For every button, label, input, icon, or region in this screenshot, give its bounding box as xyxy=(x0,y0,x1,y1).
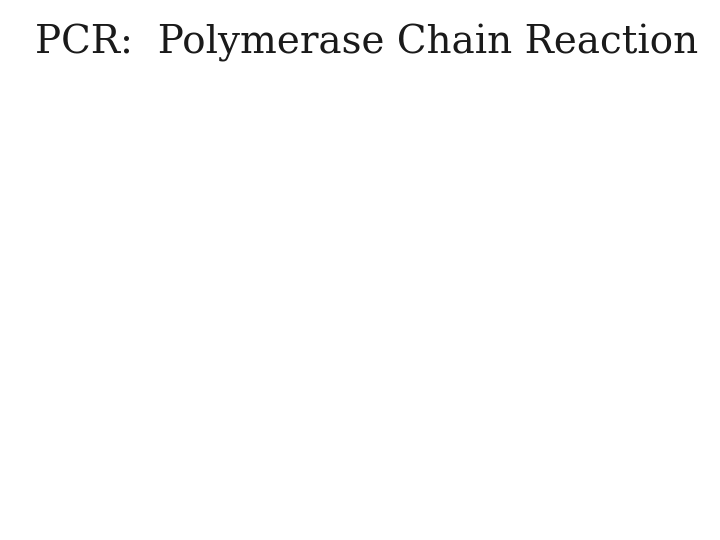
Text: PCR:  Polymerase Chain Reaction: PCR: Polymerase Chain Reaction xyxy=(35,24,698,62)
